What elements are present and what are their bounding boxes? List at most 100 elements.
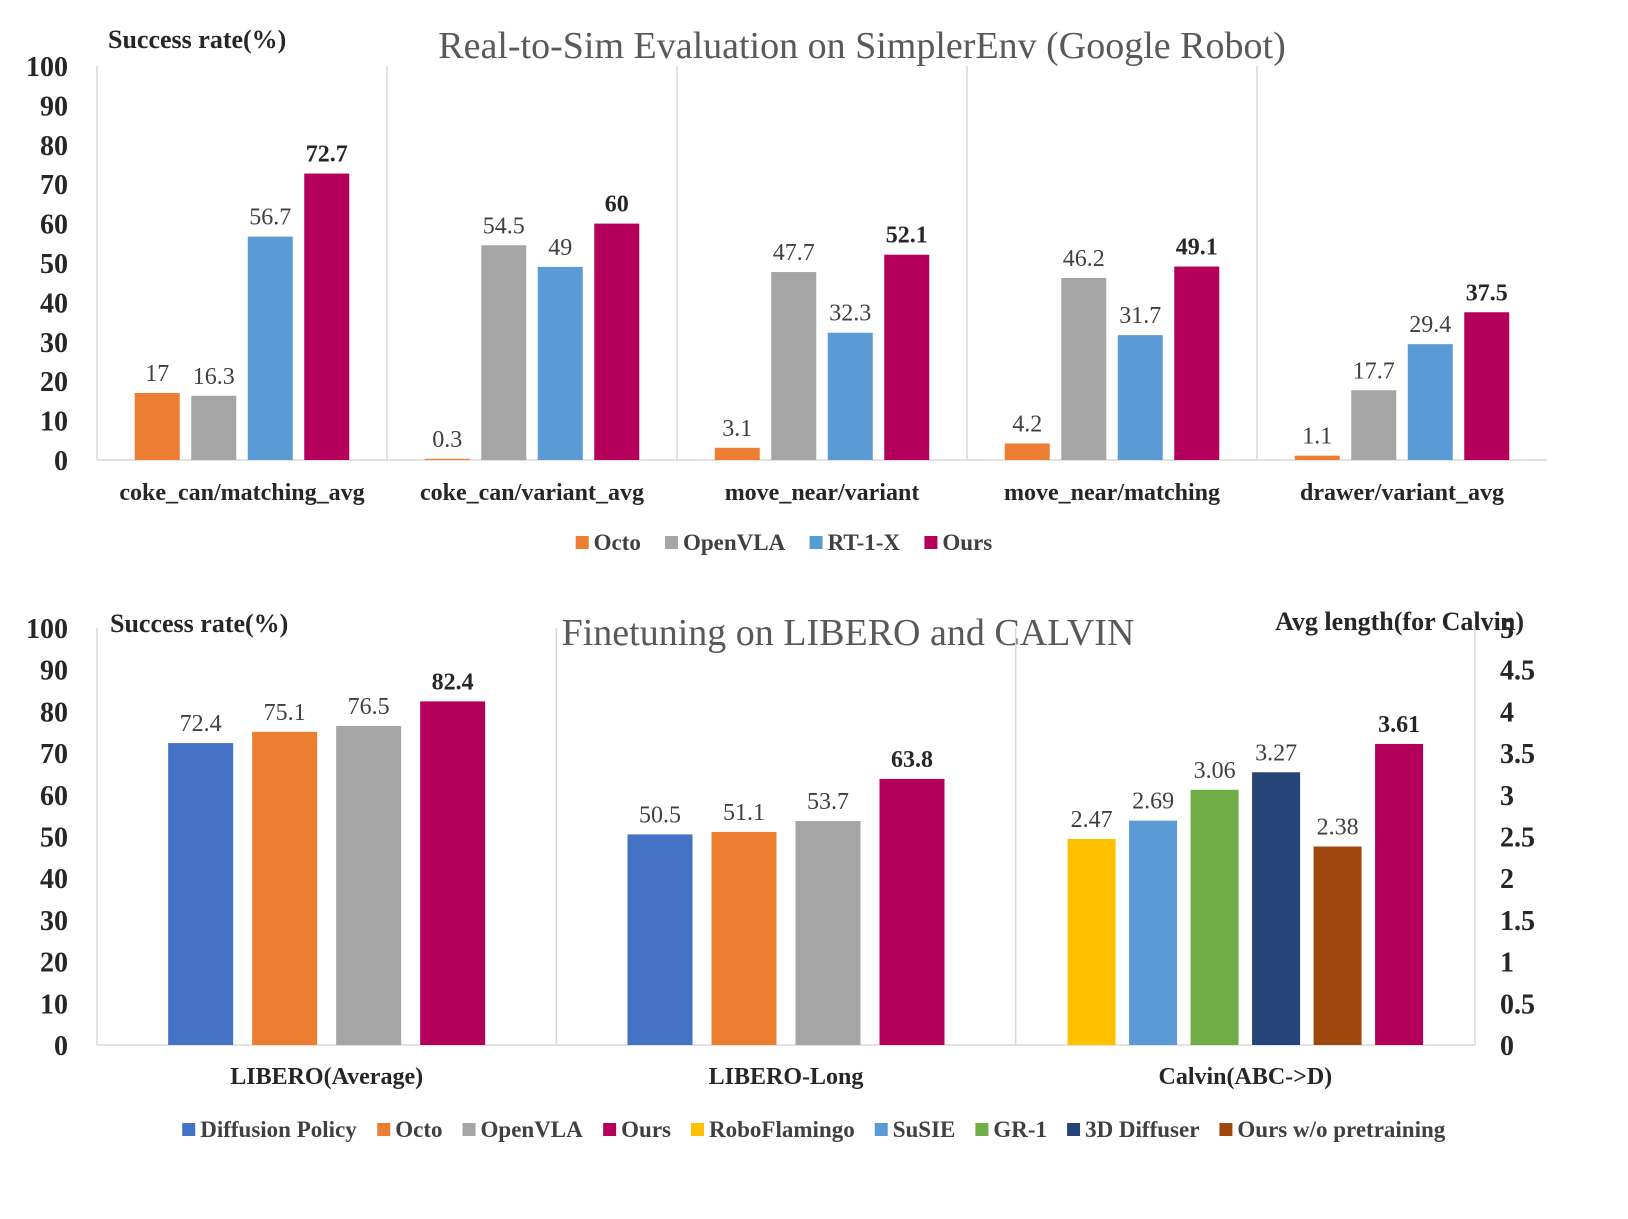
bar-rt-1-x-move-near-matching <box>1117 335 1163 460</box>
bar-susie-calvin-abc-d <box>1129 820 1178 1045</box>
y-tick-label: 20 <box>40 367 68 398</box>
bar-openvla-move-near-matching <box>1061 277 1107 460</box>
chart-bottom-legend: Diffusion Policy Octo OpenVLA Ours RoboFlami… <box>182 1117 1446 1142</box>
data-label-susie: 2.69 <box>1132 789 1174 815</box>
y-tick-label: 80 <box>40 131 68 162</box>
bar-octo-move-near-variant <box>714 447 760 460</box>
legend-label: Diffusion Policy <box>200 1117 357 1142</box>
bar-openvla-drawer-variant-avg <box>1351 390 1397 460</box>
data-label-rt-1-x: 29.4 <box>1409 312 1451 338</box>
data-label-openvla: 46.2 <box>1063 246 1105 272</box>
data-label-openvla: 47.7 <box>773 240 815 266</box>
category-label: LIBERO(Average) <box>230 1064 423 1090</box>
legend-label: Ours w/o pretraining <box>1237 1117 1445 1142</box>
category-label: Calvin(ABC->D) <box>1158 1064 1332 1090</box>
chart-top-bars <box>134 173 1510 460</box>
legend-item-ours: Ours <box>924 530 992 555</box>
y-tick-label-right: 0.5 <box>1500 989 1535 1020</box>
legend-swatch <box>691 1123 705 1136</box>
y-tick-label-right: 0 <box>1500 1031 1514 1062</box>
y-tick-label: 70 <box>40 170 68 201</box>
legend-swatch <box>1067 1123 1081 1136</box>
chart-top: Real-to-Sim Evaluation on SimplerEnv (Go… <box>26 25 1547 555</box>
data-label-openvla: 53.7 <box>807 789 849 815</box>
data-label-ours: 52.1 <box>886 223 928 249</box>
legend-label: RoboFlamingo <box>709 1117 855 1142</box>
data-label-rt-1-x: 32.3 <box>829 301 871 327</box>
category-label: move_near/matching <box>1004 480 1220 506</box>
legend-item-ours-w-o-pretraining: Ours w/o pretraining <box>1219 1117 1446 1142</box>
y-tick-label-right: 2 <box>1500 864 1514 895</box>
legend-label: RT-1-X <box>828 530 901 555</box>
legend-label: OpenVLA <box>481 1117 584 1142</box>
legend-item-octo: Octo <box>377 1117 443 1142</box>
chart-top-y-axis-label: Success rate(%) <box>108 25 286 54</box>
y-tick-label-right: 1 <box>1500 948 1514 979</box>
chart-bottom-y-axis-right-label: Avg length(for Calvin) <box>1275 607 1524 636</box>
data-label-openvla: 16.3 <box>193 364 235 390</box>
legend-item-gr-1: GR-1 <box>975 1117 1047 1142</box>
y-tick-label: 60 <box>40 210 68 241</box>
legend-swatch <box>664 536 678 549</box>
data-label-rt-1-x: 49 <box>548 235 572 261</box>
legend-swatch <box>924 536 938 549</box>
chart-bottom-y-ticks: 0 10 20 30 40 50 60 70 80 90 100 <box>26 614 68 1062</box>
data-label-ours: 60 <box>605 192 629 218</box>
legend-item-susie: SuSIE <box>874 1117 956 1142</box>
data-label-octo: 0.3 <box>432 427 462 453</box>
bar-gr-1-calvin-abc-d <box>1190 789 1239 1045</box>
legend-item-roboflamingo: RoboFlamingo <box>691 1117 855 1142</box>
data-label-openvla: 76.5 <box>348 694 390 720</box>
category-label: move_near/variant <box>725 480 920 506</box>
bar-rt-1-x-coke-can-variant-avg <box>537 266 583 460</box>
data-label-octo: 75.1 <box>264 700 306 726</box>
data-label-ours: 63.8 <box>891 747 933 773</box>
bar-ours-move-near-matching <box>1174 266 1220 460</box>
y-tick-label: 10 <box>40 989 68 1020</box>
bar-octo-coke-can-variant-avg <box>424 458 470 460</box>
bar-roboflamingo-calvin-abc-d <box>1067 839 1116 1045</box>
bar-rt-1-x-move-near-variant <box>827 332 873 460</box>
legend-item-octo: Octo <box>575 530 641 555</box>
chart-top-categories: coke_can/matching_avg coke_can/variant_av… <box>119 480 1504 506</box>
bar-ours-w-o-pretraining-calvin-abc-d <box>1313 846 1362 1045</box>
legend-swatch <box>603 1123 617 1136</box>
bar-diffusion-policy-libero-long <box>627 834 693 1045</box>
category-label: coke_can/matching_avg <box>119 480 364 506</box>
data-label-octo: 4.2 <box>1012 411 1042 437</box>
legend-swatch <box>377 1123 391 1136</box>
bar-3d-diffuser-calvin-abc-d <box>1252 772 1301 1045</box>
data-label-octo: 17 <box>145 361 169 387</box>
y-tick-label: 80 <box>40 697 68 728</box>
data-label-ours: 49.1 <box>1176 235 1218 261</box>
y-tick-label-right: 2.5 <box>1500 823 1535 854</box>
bar-ours-calvin-abc-d <box>1375 743 1424 1045</box>
legend-swatch <box>809 536 823 549</box>
bar-ours-libero-average <box>420 701 486 1045</box>
data-label-rt-1-x: 31.7 <box>1119 303 1161 329</box>
y-tick-label: 40 <box>40 864 68 895</box>
bar-diffusion-policy-libero-average <box>168 743 234 1045</box>
data-label-rt-1-x: 56.7 <box>249 205 291 231</box>
legend-label: Ours <box>621 1117 671 1142</box>
y-tick-label-right: 4.5 <box>1500 656 1535 687</box>
data-label-octo: 1.1 <box>1302 424 1332 450</box>
bar-ours-drawer-variant-avg <box>1464 312 1510 460</box>
legend-label: Octo <box>594 530 641 555</box>
y-tick-label: 90 <box>40 656 68 687</box>
legend-swatch <box>1219 1123 1233 1136</box>
chart-bottom-bars <box>168 701 1424 1045</box>
bar-rt-1-x-coke-can-matching-avg <box>247 236 293 460</box>
bar-openvla-coke-can-matching-avg <box>191 395 237 460</box>
chart-bottom-y-ticks-right: 0 0.5 1 1.5 2 2.5 3 3.5 4 4.5 5 <box>1500 614 1535 1062</box>
y-tick-label: 60 <box>40 781 68 812</box>
bar-openvla-move-near-variant <box>771 272 817 460</box>
chart-bottom-categories: LIBERO(Average) LIBERO-Long Calvin(ABC->D) <box>230 1064 1332 1090</box>
legend-item-3d-diffuser: 3D Diffuser <box>1067 1117 1199 1142</box>
chart-bottom-separators <box>96 628 1476 1046</box>
y-tick-label: 20 <box>40 948 68 979</box>
legend-label: SuSIE <box>893 1117 956 1142</box>
data-label-ours: 3.61 <box>1378 712 1420 738</box>
